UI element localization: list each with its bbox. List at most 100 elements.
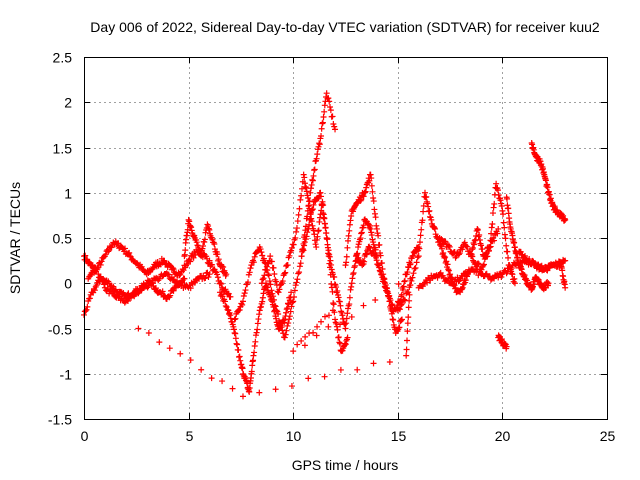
data-point bbox=[305, 195, 312, 202]
data-point bbox=[294, 341, 301, 348]
data-point bbox=[239, 365, 246, 372]
data-point bbox=[273, 307, 280, 314]
data-point bbox=[469, 246, 476, 253]
y-tick-label: 2.5 bbox=[53, 50, 73, 66]
data-point bbox=[491, 200, 498, 207]
data-point bbox=[348, 283, 355, 290]
data-point bbox=[307, 216, 314, 223]
data-point bbox=[471, 237, 478, 244]
data-point bbox=[406, 291, 413, 298]
data-point bbox=[390, 316, 397, 323]
data-point bbox=[332, 126, 339, 133]
data-point bbox=[187, 258, 194, 265]
data-point bbox=[495, 191, 502, 198]
data-point bbox=[363, 184, 370, 191]
data-point bbox=[235, 347, 242, 354]
data-point bbox=[299, 245, 306, 252]
data-point bbox=[302, 236, 309, 243]
data-point bbox=[193, 239, 200, 246]
data-point bbox=[126, 249, 133, 256]
x-tick-label: 20 bbox=[495, 428, 511, 444]
data-point bbox=[376, 267, 383, 274]
data-point bbox=[227, 312, 234, 319]
data-point bbox=[206, 271, 213, 278]
data-point bbox=[304, 192, 311, 199]
data-point bbox=[338, 308, 345, 315]
data-point bbox=[285, 320, 292, 327]
data-point bbox=[326, 98, 333, 105]
data-point bbox=[440, 250, 447, 257]
data-point bbox=[298, 192, 305, 199]
data-point bbox=[291, 287, 298, 294]
data-point bbox=[297, 260, 304, 267]
data-point bbox=[401, 296, 408, 303]
data-point bbox=[325, 312, 332, 319]
data-point bbox=[345, 305, 352, 312]
data-point bbox=[461, 239, 468, 246]
data-point bbox=[290, 241, 297, 248]
data-point bbox=[312, 241, 319, 248]
data-point bbox=[542, 177, 549, 184]
data-point bbox=[304, 213, 311, 220]
data-point bbox=[347, 217, 354, 224]
data-point bbox=[256, 307, 263, 314]
data-point bbox=[349, 275, 356, 282]
data-point bbox=[318, 193, 325, 200]
data-point bbox=[407, 275, 414, 282]
data-point bbox=[301, 174, 308, 181]
data-point bbox=[306, 221, 313, 228]
data-point bbox=[245, 279, 252, 286]
data-point bbox=[82, 307, 89, 314]
data-point bbox=[335, 294, 342, 301]
data-point bbox=[169, 264, 176, 271]
x-tick-label: 10 bbox=[286, 428, 302, 444]
data-point bbox=[350, 269, 357, 276]
data-point bbox=[321, 215, 328, 222]
data-point bbox=[412, 264, 419, 271]
data-point bbox=[351, 264, 358, 271]
data-point bbox=[499, 207, 506, 214]
data-point bbox=[91, 269, 98, 276]
data-point bbox=[325, 247, 332, 254]
data-point bbox=[445, 275, 452, 282]
data-point bbox=[225, 290, 232, 297]
data-point bbox=[260, 290, 267, 297]
data-point bbox=[487, 237, 494, 244]
data-point bbox=[310, 201, 317, 208]
data-point bbox=[336, 339, 343, 346]
data-point bbox=[377, 252, 384, 259]
data-point bbox=[309, 177, 316, 184]
data-point bbox=[298, 253, 305, 260]
data-point bbox=[284, 322, 291, 329]
data-point bbox=[432, 225, 439, 232]
data-point bbox=[301, 239, 308, 246]
y-tick-label: 0 bbox=[64, 276, 72, 292]
data-point bbox=[299, 248, 306, 255]
data-point bbox=[94, 265, 101, 272]
data-point bbox=[283, 309, 290, 316]
data-point bbox=[288, 244, 295, 251]
data-point bbox=[101, 281, 108, 288]
data-point bbox=[419, 217, 426, 224]
data-point bbox=[358, 229, 365, 236]
data-point bbox=[345, 232, 352, 239]
data-point bbox=[497, 197, 504, 204]
data-point bbox=[478, 266, 485, 273]
data-point bbox=[281, 270, 288, 277]
data-point bbox=[275, 310, 282, 317]
data-point bbox=[283, 327, 290, 334]
data-point bbox=[303, 233, 310, 240]
data-point bbox=[272, 386, 279, 393]
data-point bbox=[366, 222, 373, 229]
data-point bbox=[225, 311, 232, 318]
data-point bbox=[358, 196, 365, 203]
data-point bbox=[123, 296, 130, 303]
data-point bbox=[346, 227, 353, 234]
data-point bbox=[479, 246, 486, 253]
data-point bbox=[343, 315, 350, 322]
data-point bbox=[329, 113, 336, 120]
data-point bbox=[300, 171, 307, 178]
data-point bbox=[404, 269, 411, 276]
data-point bbox=[420, 208, 427, 215]
